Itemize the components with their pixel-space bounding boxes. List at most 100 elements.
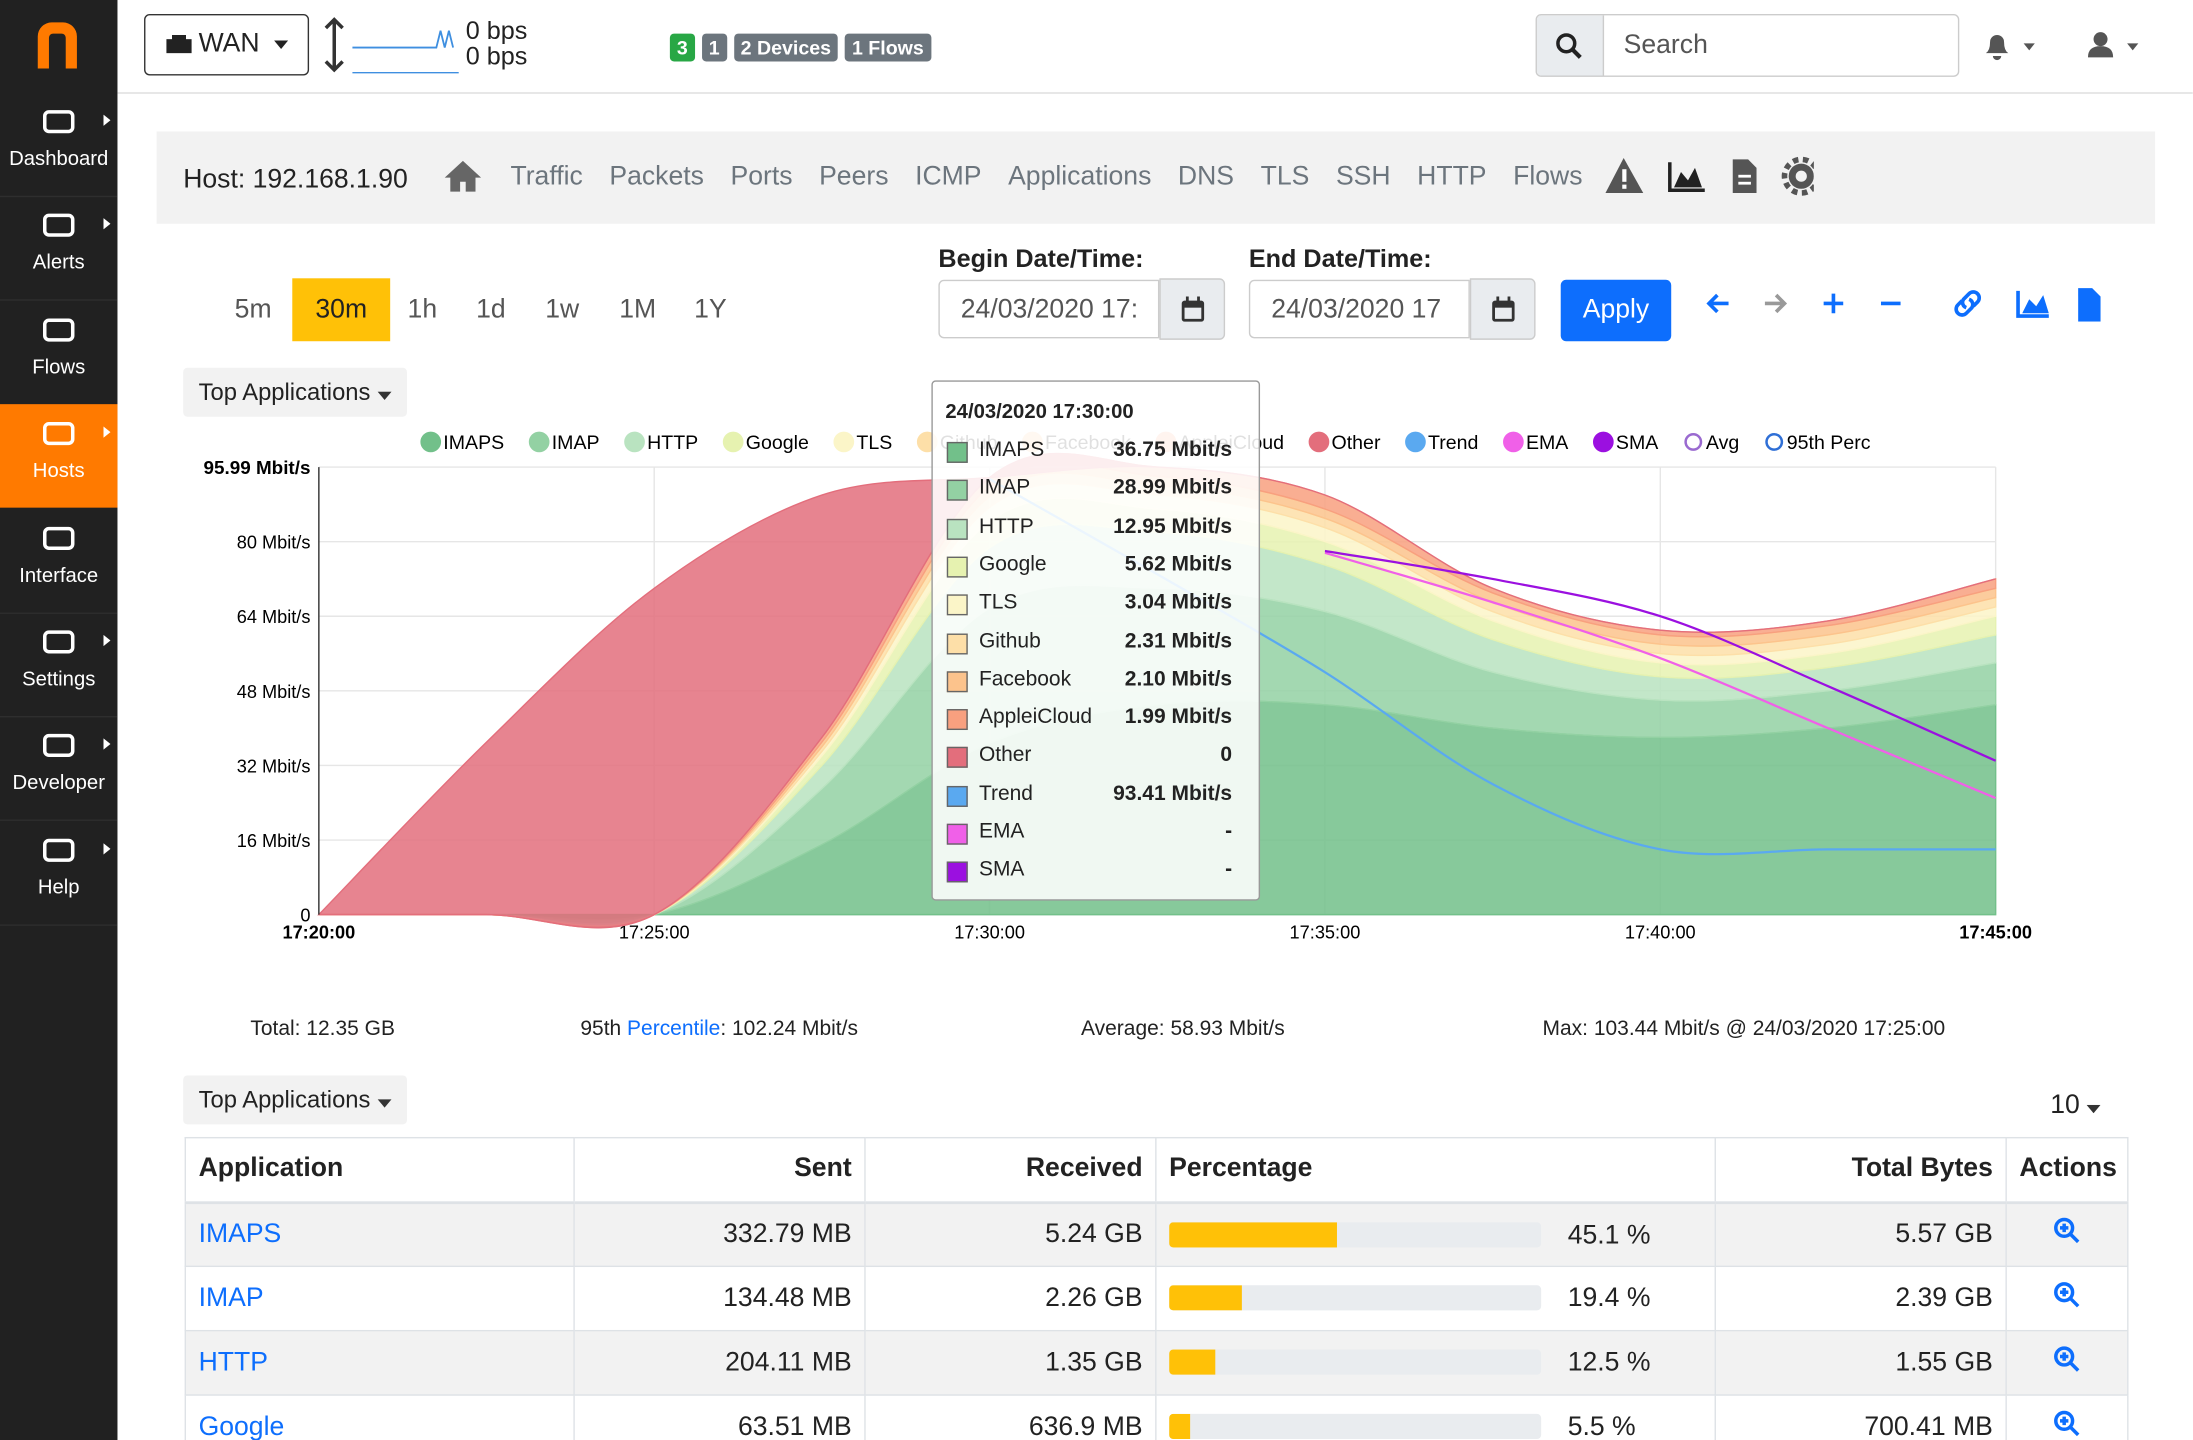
sidebar-item[interactable]: Help: [0, 821, 118, 926]
zoom-icon[interactable]: [2053, 1216, 2081, 1244]
sidebar-label: Developer: [12, 772, 105, 795]
interface-name: WAN: [198, 29, 260, 59]
legend-marker: [420, 431, 442, 453]
zoom-icon[interactable]: [2053, 1280, 2081, 1308]
icon-shape: [43, 214, 75, 238]
logo[interactable]: [34, 20, 82, 70]
sidebar-item[interactable]: Alerts: [0, 196, 118, 302]
host-tab[interactable]: ICMP: [915, 162, 982, 192]
sidebar-icon: [43, 630, 75, 654]
cell: 2.26 GB: [864, 1265, 1157, 1332]
tooltip-series: Facebook: [978, 666, 1072, 691]
begin-calendar[interactable]: [1159, 278, 1226, 340]
page-size[interactable]: 10: [2050, 1090, 2102, 1122]
end-input[interactable]: 24/03/2020 17: [1248, 279, 1470, 339]
host-tab[interactable]: HTTP: [1417, 162, 1487, 192]
icon-shape: [43, 526, 75, 550]
application-link[interactable]: HTTP: [198, 1347, 268, 1377]
actions-cell: [2005, 1394, 2129, 1440]
time-button[interactable]: 5m: [234, 295, 272, 325]
sidebar-item[interactable]: Settings: [0, 613, 118, 718]
legend-label[interactable]: Trend: [1428, 432, 1478, 454]
line: [1324, 551, 1997, 800]
time-button[interactable]: 1w: [545, 295, 580, 325]
icon-shape: [43, 318, 75, 342]
legend-label[interactable]: HTTP: [647, 432, 698, 454]
area: [317, 452, 1996, 929]
icon-shape: [43, 422, 75, 446]
actions-cell: [2005, 1201, 2129, 1268]
host-tab[interactable]: DNS: [1177, 162, 1235, 192]
tooltip-swatch: [946, 441, 968, 463]
host-tab[interactable]: Ports: [730, 162, 793, 192]
column-header: Application: [184, 1136, 575, 1204]
time-button[interactable]: 1d: [476, 295, 506, 325]
application-link[interactable]: IMAP: [198, 1283, 264, 1313]
host-tab[interactable]: Flows: [1513, 162, 1583, 192]
chart-selector[interactable]: Top Applications: [183, 367, 407, 417]
interface-select[interactable]: WAN: [144, 13, 310, 76]
legend-label[interactable]: TLS: [856, 432, 892, 454]
host-tab[interactable]: TLS: [1260, 162, 1310, 192]
page-size-value: 10: [2050, 1090, 2080, 1121]
table-selector[interactable]: Top Applications: [183, 1075, 407, 1125]
application-link[interactable]: Google: [198, 1411, 285, 1440]
actions-cell: [2005, 1329, 2129, 1396]
tooltip-value: 2.31 Mbit/s: [1124, 628, 1233, 653]
tooltip-title: 24/03/2020 17:30:00: [945, 401, 1134, 424]
legend-label[interactable]: EMA: [1526, 432, 1569, 454]
x-tick-label: 17:20:00: [282, 922, 355, 942]
time-button[interactable]: 1Y: [694, 295, 727, 325]
end-calendar[interactable]: [1469, 278, 1536, 340]
user-icons[interactable]: [1980, 28, 2162, 64]
badge[interactable]: 2 Devices: [733, 33, 838, 62]
download: 0 bps: [465, 41, 528, 70]
legend-label[interactable]: SMA: [1616, 432, 1659, 454]
caret: [103, 114, 111, 126]
tooltip-swatch: [946, 594, 968, 616]
tooltip-value: 0: [1220, 743, 1233, 767]
host-tab[interactable]: SSH: [1335, 162, 1391, 192]
chart-tools[interactable]: [1703, 285, 2109, 322]
legend-label[interactable]: 95th Perc: [1787, 432, 1871, 454]
tooltip-value: 5.62 Mbit/s: [1124, 552, 1233, 577]
badge[interactable]: 3: [669, 33, 695, 62]
table-header: Application Sent Received Percentage Total B…: [184, 1136, 2129, 1204]
zoom-icon[interactable]: [2053, 1345, 2081, 1373]
throughput: 0 bps 0 bps: [466, 18, 528, 68]
legend-label[interactable]: Google: [746, 432, 809, 454]
legend-label[interactable]: Avg: [1706, 432, 1739, 454]
badge[interactable]: 1 Flows: [844, 33, 931, 62]
badge[interactable]: 1: [701, 33, 727, 62]
host-tab[interactable]: Peers: [819, 162, 889, 192]
begin-input[interactable]: 24/03/2020 17:: [938, 279, 1160, 339]
sidebar-item[interactable]: Interface: [0, 508, 118, 614]
percentile-link[interactable]: Percentile: [627, 1016, 721, 1041]
sidebar-item[interactable]: Developer: [0, 717, 118, 822]
search-box[interactable]: Search: [1535, 13, 1960, 77]
time-button[interactable]: 1h: [407, 295, 438, 325]
time-button[interactable]: 30m: [292, 278, 391, 342]
zoom-icon[interactable]: [2053, 1409, 2081, 1437]
host-nav-icons[interactable]: [1604, 156, 1814, 199]
sidebar-item[interactable]: Dashboard: [0, 92, 118, 198]
sidebar-item[interactable]: Hosts: [0, 404, 118, 508]
tooltip-swatch: [946, 861, 968, 883]
cell: IMAPS: [184, 1201, 575, 1268]
apply-button[interactable]: Apply: [1560, 279, 1672, 342]
tooltip-series: Trend: [978, 781, 1033, 806]
legend-label[interactable]: Other: [1332, 432, 1381, 454]
stat-total: Total: 12.35 GB: [250, 1016, 395, 1041]
x-tick-label: 17:45:00: [1959, 922, 2032, 942]
percentile-value: : 102.24 Mbit/s: [720, 1016, 858, 1041]
host-tab[interactable]: Packets: [609, 162, 704, 192]
application-link[interactable]: IMAPS: [198, 1219, 282, 1249]
legend-label[interactable]: IMAPS: [443, 432, 504, 454]
host-tab[interactable]: Traffic: [510, 162, 583, 192]
time-button[interactable]: 1M: [619, 295, 657, 325]
percentage-track: [1169, 1221, 1542, 1247]
host-tab[interactable]: Applications: [1008, 162, 1152, 192]
legend-label[interactable]: IMAP: [552, 432, 600, 454]
column-header: Actions: [2005, 1136, 2129, 1204]
